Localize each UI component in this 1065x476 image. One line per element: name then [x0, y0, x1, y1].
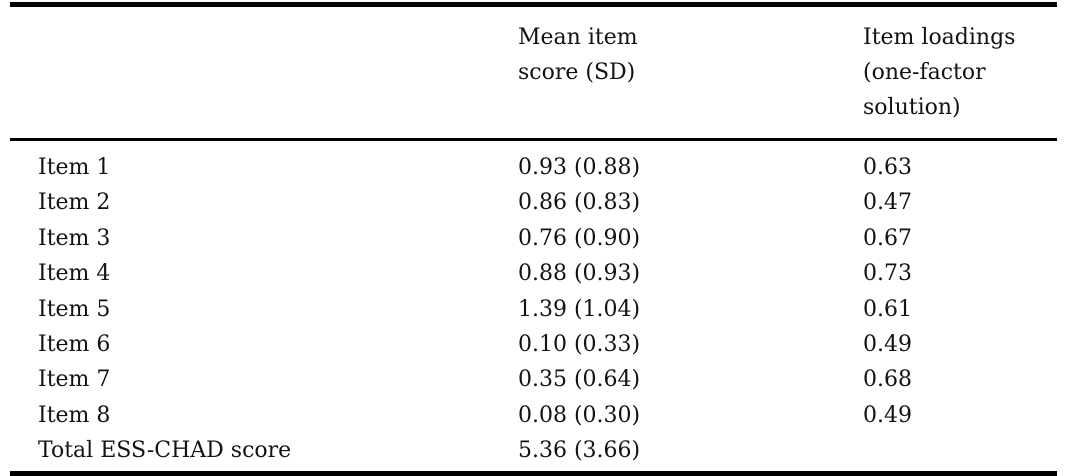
row-label-cell: Item 3 — [38, 225, 111, 251]
table-header: Mean item score (SD) Item loadings (one-… — [10, 4, 1057, 141]
table-row-item-4: Item 4 0.88 (0.93) 0.73 — [10, 256, 1057, 291]
table-row-item-5: Item 5 1.39 (1.04) 0.61 — [10, 292, 1057, 327]
item-loading-cell: 0.68 — [863, 367, 912, 393]
item-loading-cell: 0.49 — [863, 332, 912, 358]
item-loading-cell: 0.49 — [863, 402, 912, 428]
item-loading-cell: 0.47 — [863, 190, 912, 216]
column-header-item-loadings: Item loadings (one-factor solution) — [863, 4, 1057, 141]
table-row-item-8: Item 8 0.08 (0.30) 0.49 — [10, 398, 1057, 433]
item-loading-cell — [863, 433, 1057, 473]
item-loading-cell: 0.61 — [863, 296, 912, 322]
row-label-cell: Item 6 — [38, 332, 111, 358]
table-row-item-1: Item 1 0.93 (0.88) 0.63 — [10, 140, 1057, 186]
column-header-item-loadings-text: Item loadings (one-factor solution) — [863, 25, 1016, 120]
mean-score-cell: 5.36 (3.66) — [518, 438, 641, 464]
table-body: Item 1 0.93 (0.88) 0.63 Item 2 0.86 (0.8… — [10, 140, 1057, 474]
row-label-cell: Item 5 — [38, 296, 111, 322]
row-label-cell: Item 4 — [38, 261, 111, 287]
mean-score-cell: 0.10 (0.33) — [518, 332, 641, 358]
row-label-cell: Item 1 — [38, 155, 111, 180]
ess-chad-item-statistics-table: Mean item score (SD) Item loadings (one-… — [10, 2, 1057, 476]
item-loading-cell: 0.73 — [863, 261, 912, 287]
item-loading-cell: 0.63 — [863, 155, 912, 180]
column-header-empty — [10, 4, 518, 141]
table-row-item-7: Item 7 0.35 (0.64) 0.68 — [10, 362, 1057, 397]
table-row-item-6: Item 6 0.10 (0.33) 0.49 — [10, 327, 1057, 362]
item-loading-cell: 0.67 — [863, 225, 912, 251]
column-header-mean-item-score-text: Mean item score (SD) — [518, 25, 638, 85]
column-header-mean-item-score: Mean item score (SD) — [518, 4, 863, 141]
table-row-item-2: Item 2 0.86 (0.83) 0.47 — [10, 185, 1057, 220]
table-row-item-3: Item 3 0.76 (0.90) 0.67 — [10, 221, 1057, 256]
mean-score-cell: 1.39 (1.04) — [518, 296, 641, 322]
mean-score-cell: 0.86 (0.83) — [518, 190, 641, 216]
mean-score-cell: 0.76 (0.90) — [518, 225, 641, 251]
mean-score-cell: 0.93 (0.88) — [518, 155, 641, 180]
row-label-cell: Item 7 — [38, 367, 111, 393]
mean-score-cell: 0.35 (0.64) — [518, 367, 641, 393]
row-label-cell: Item 8 — [38, 402, 111, 428]
mean-score-cell: 0.88 (0.93) — [518, 261, 641, 287]
row-label-cell: Item 2 — [38, 190, 111, 216]
table-row-total-ess-chad-score: Total ESS-CHAD score 5.36 (3.66) — [10, 433, 1057, 473]
row-label-cell: Total ESS-CHAD score — [38, 438, 292, 464]
header-row: Mean item score (SD) Item loadings (one-… — [10, 4, 1057, 141]
mean-score-cell: 0.08 (0.30) — [518, 402, 641, 428]
